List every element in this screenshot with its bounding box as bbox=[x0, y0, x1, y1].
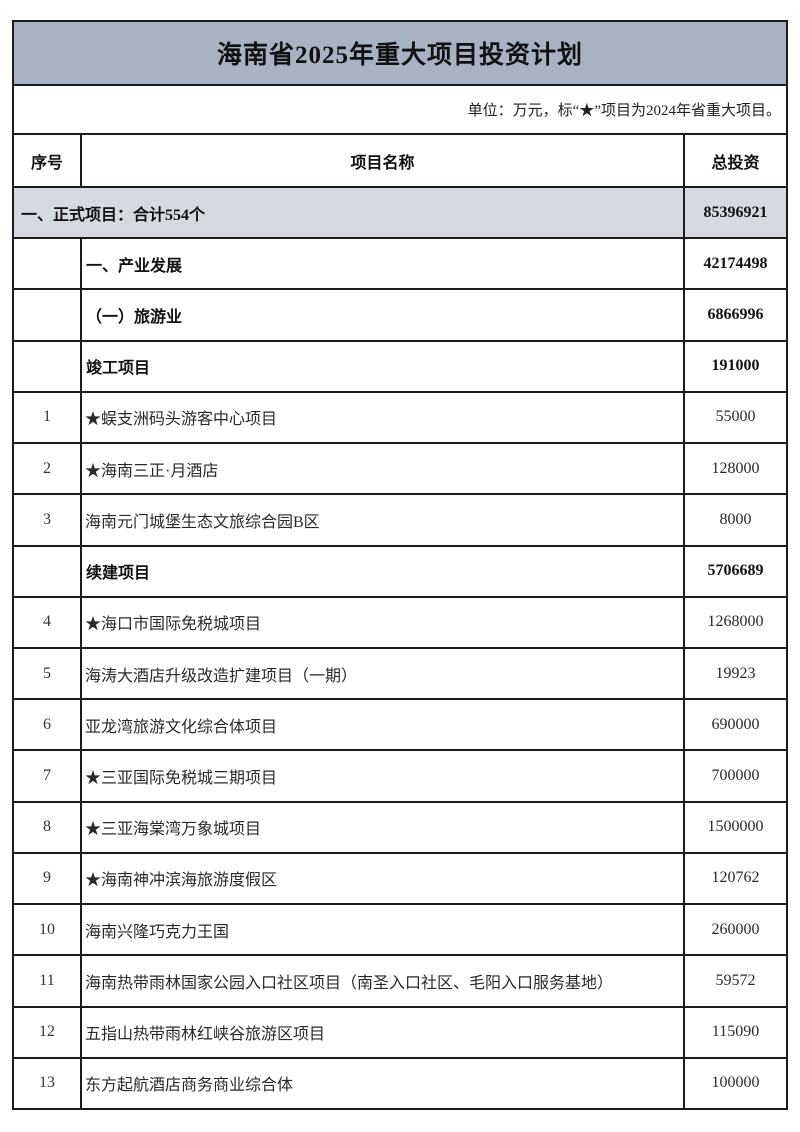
section-title: 一、正式项目：合计554个 bbox=[12, 185, 685, 240]
column-header-row: 序号 项目名称 总投资 bbox=[12, 133, 788, 188]
column-header-seq: 序号 bbox=[12, 133, 82, 188]
investment-cell: 85396921 bbox=[683, 185, 788, 240]
column-header-investment: 总投资 bbox=[683, 133, 788, 188]
investment-cell: 128000 bbox=[683, 442, 788, 496]
table-row: 5 海涛大酒店升级改造扩建项目（一期） 19923 bbox=[12, 646, 788, 701]
group-name-cell: 一、产业发展 bbox=[80, 237, 685, 291]
investment-cell: 120762 bbox=[683, 851, 788, 906]
investment-cell: 1268000 bbox=[683, 595, 788, 649]
investment-cell: 8000 bbox=[683, 493, 788, 547]
seq-cell bbox=[12, 288, 82, 342]
seq-cell: 3 bbox=[12, 493, 82, 547]
seq-cell: 1 bbox=[12, 390, 82, 445]
table-row: 1 ★蜈支洲码头游客中心项目 55000 bbox=[12, 390, 788, 445]
group-row: 竣工项目 191000 bbox=[12, 339, 788, 393]
investment-cell: 19923 bbox=[683, 646, 788, 701]
project-name-cell: ★海南三正·月酒店 bbox=[80, 442, 685, 496]
seq-cell: 8 bbox=[12, 800, 82, 854]
page-title: 海南省2025年重大项目投资计划 bbox=[12, 20, 788, 86]
unit-note-row: 单位：万元，标“★”项目为2024年省重大项目。 bbox=[12, 84, 788, 135]
table-row: 11 海南热带雨林国家公园入口社区项目（南圣入口社区、毛阳入口服务基地） 595… bbox=[12, 954, 788, 1008]
table-row: 7 ★三亚国际免税城三期项目 700000 bbox=[12, 749, 788, 803]
seq-cell bbox=[12, 544, 82, 598]
seq-cell: 5 bbox=[12, 646, 82, 701]
seq-cell bbox=[12, 339, 82, 393]
group-row: 一、产业发展 42174498 bbox=[12, 237, 788, 291]
project-name-cell: ★三亚国际免税城三期项目 bbox=[80, 749, 685, 803]
project-name-cell: 五指山热带雨林红峡谷旅游区项目 bbox=[80, 1005, 685, 1059]
table-row: 4 ★海口市国际免税城项目 1268000 bbox=[12, 595, 788, 649]
investment-cell: 6866996 bbox=[683, 288, 788, 342]
investment-table: 海南省2025年重大项目投资计划 单位：万元，标“★”项目为2024年省重大项目… bbox=[12, 20, 788, 1111]
project-name-cell: 海涛大酒店升级改造扩建项目（一期） bbox=[80, 646, 685, 701]
investment-cell: 700000 bbox=[683, 749, 788, 803]
seq-cell: 7 bbox=[12, 749, 82, 803]
seq-cell: 12 bbox=[12, 1005, 82, 1059]
project-name-cell: 海南热带雨林国家公园入口社区项目（南圣入口社区、毛阳入口服务基地） bbox=[80, 954, 685, 1008]
table-row: 2 ★海南三正·月酒店 128000 bbox=[12, 442, 788, 496]
investment-cell: 55000 bbox=[683, 390, 788, 445]
table-row: 9 ★海南神冲滨海旅游度假区 120762 bbox=[12, 851, 788, 906]
group-row: 续建项目 5706689 bbox=[12, 544, 788, 598]
group-name-cell: （一）旅游业 bbox=[80, 288, 685, 342]
table-row: 12 五指山热带雨林红峡谷旅游区项目 115090 bbox=[12, 1005, 788, 1059]
project-name-cell: ★海南神冲滨海旅游度假区 bbox=[80, 851, 685, 906]
title-row: 海南省2025年重大项目投资计划 bbox=[12, 20, 788, 86]
investment-cell: 191000 bbox=[683, 339, 788, 393]
seq-cell: 6 bbox=[12, 698, 82, 752]
investment-cell: 5706689 bbox=[683, 544, 788, 598]
investment-cell: 1500000 bbox=[683, 800, 788, 854]
investment-cell: 100000 bbox=[683, 1056, 788, 1111]
investment-cell: 115090 bbox=[683, 1005, 788, 1059]
project-name-cell: 东方起航酒店商务商业综合体 bbox=[80, 1056, 685, 1111]
table-row: 10 海南兴隆巧克力王国 260000 bbox=[12, 903, 788, 957]
table-row: 13 东方起航酒店商务商业综合体 100000 bbox=[12, 1056, 788, 1111]
project-name-cell: ★三亚海棠湾万象城项目 bbox=[80, 800, 685, 854]
seq-cell bbox=[12, 237, 82, 291]
group-row: （一）旅游业 6866996 bbox=[12, 288, 788, 342]
project-name-cell: ★蜈支洲码头游客中心项目 bbox=[80, 390, 685, 445]
table-row: 8 ★三亚海棠湾万象城项目 1500000 bbox=[12, 800, 788, 854]
section-total-row: 一、正式项目：合计554个 85396921 bbox=[12, 185, 788, 240]
project-name-cell: ★海口市国际免税城项目 bbox=[80, 595, 685, 649]
seq-cell: 2 bbox=[12, 442, 82, 496]
seq-cell: 11 bbox=[12, 954, 82, 1008]
group-name-cell: 续建项目 bbox=[80, 544, 685, 598]
unit-note: 单位：万元，标“★”项目为2024年省重大项目。 bbox=[12, 84, 788, 135]
table-row: 6 亚龙湾旅游文化综合体项目 690000 bbox=[12, 698, 788, 752]
project-name-cell: 海南元门城堡生态文旅综合园B区 bbox=[80, 493, 685, 547]
seq-cell: 4 bbox=[12, 595, 82, 649]
column-header-name: 项目名称 bbox=[80, 133, 685, 188]
investment-cell: 42174498 bbox=[683, 237, 788, 291]
seq-cell: 9 bbox=[12, 851, 82, 906]
investment-cell: 690000 bbox=[683, 698, 788, 752]
investment-cell: 260000 bbox=[683, 903, 788, 957]
project-name-cell: 亚龙湾旅游文化综合体项目 bbox=[80, 698, 685, 752]
seq-cell: 10 bbox=[12, 903, 82, 957]
table-row: 3 海南元门城堡生态文旅综合园B区 8000 bbox=[12, 493, 788, 547]
seq-cell: 13 bbox=[12, 1056, 82, 1111]
investment-cell: 59572 bbox=[683, 954, 788, 1008]
group-name-cell: 竣工项目 bbox=[80, 339, 685, 393]
project-name-cell: 海南兴隆巧克力王国 bbox=[80, 903, 685, 957]
